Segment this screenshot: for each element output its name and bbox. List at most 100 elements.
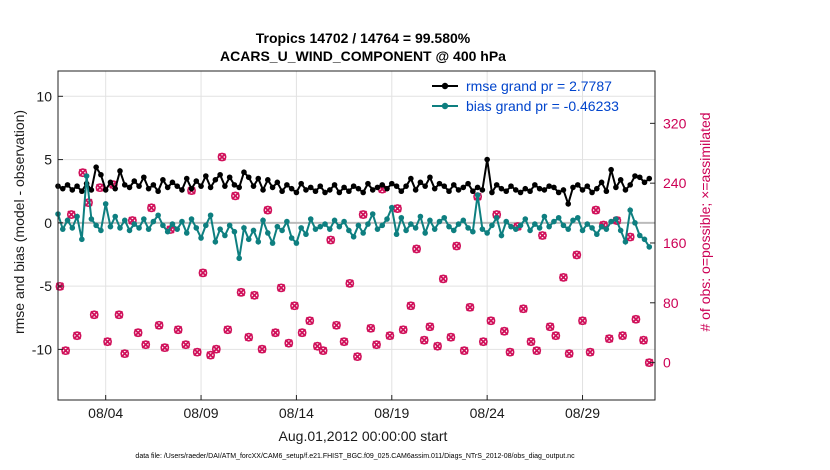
obs-possible-point [559, 272, 568, 282]
obs-possible-point [618, 331, 627, 341]
obs-assimilated-point [420, 336, 429, 345]
obs-assimilated-point [460, 346, 469, 355]
obs-assimilated-point [465, 303, 475, 312]
rmse-point [183, 175, 190, 182]
bias-point [274, 223, 281, 230]
rmse-point [570, 184, 576, 191]
x-tick-label: 08/09 [184, 405, 219, 421]
obs-possible-point [345, 278, 355, 288]
obs-assimilated-point [639, 336, 648, 345]
bias-point [417, 213, 424, 220]
obs-possible-point [419, 335, 429, 345]
x-tick-label: 08/24 [470, 405, 505, 421]
bias-point [317, 223, 324, 230]
obs-possible-point [103, 337, 112, 347]
obs-assimilated-point [591, 206, 600, 215]
bias-point [179, 218, 185, 225]
rmse-point [608, 166, 614, 173]
obs-possible-point [452, 241, 462, 251]
bias-point [155, 212, 161, 219]
obs-assimilated-point [217, 152, 227, 162]
rmse-point [203, 173, 209, 179]
rmse-point [131, 178, 138, 184]
rmse-point [417, 179, 424, 186]
bias-point [565, 226, 572, 232]
obs-assimilated-point [263, 206, 272, 215]
obs-assimilated-point [298, 328, 307, 337]
obs-possible-point [604, 334, 614, 344]
obs-assimilated-point [193, 348, 202, 357]
rmse-point [365, 180, 371, 187]
bias-point [646, 244, 653, 250]
obs-possible-point [398, 325, 408, 335]
bias-point [226, 222, 233, 229]
rmse-point [431, 185, 438, 192]
rmse-point [265, 177, 271, 183]
bias-point [326, 226, 333, 232]
bias-point [446, 223, 452, 230]
bias-point [222, 232, 228, 239]
rmse-point [155, 188, 161, 195]
rmse-point [117, 168, 123, 174]
rmse-point [121, 182, 128, 188]
y-right-tick-label: 160 [663, 235, 687, 251]
obs-possible-point [223, 325, 233, 335]
rmse-point [574, 182, 581, 188]
obs-assimilated-point [212, 345, 221, 354]
bias-point [79, 236, 85, 243]
rmse-point [594, 185, 600, 192]
rmse-point [69, 187, 76, 193]
obs-possible-point [305, 316, 315, 326]
bias-point [284, 218, 290, 225]
rmse-point [212, 177, 219, 183]
rmse-point [188, 185, 195, 192]
bias-point [188, 216, 195, 222]
rmse-point [79, 188, 85, 195]
rmse-point [489, 189, 495, 196]
obs-possible-point [505, 347, 515, 357]
obs-assimilated-point [359, 210, 368, 219]
bias-point [74, 213, 80, 220]
obs-possible-point [585, 347, 595, 357]
bias-point [379, 222, 386, 229]
obs-assimilated-point [452, 241, 461, 251]
obs-possible-point [284, 338, 294, 348]
chart-title-line1: Tropics 14702 / 14764 = 99.580% [256, 30, 471, 46]
obs-assimilated-point [326, 235, 335, 245]
obs-possible-point [433, 341, 442, 351]
obs-assimilated-point [385, 331, 394, 340]
bias-point [632, 220, 638, 226]
rmse-point [474, 184, 481, 191]
bias-point [474, 192, 481, 198]
bias-point [613, 216, 619, 222]
bias-point [536, 225, 543, 231]
rmse-point [632, 173, 638, 179]
obs-possible-point [290, 301, 299, 311]
obs-assimilated-point [147, 203, 156, 212]
obs-assimilated-point [446, 333, 455, 342]
obs-assimilated-point [631, 315, 640, 324]
obs-possible-point [55, 281, 65, 291]
obs-assimilated-point [618, 331, 627, 340]
obs-assimilated-point [519, 304, 528, 313]
bias-point [369, 211, 376, 217]
obs-possible-point [181, 340, 191, 350]
rmse-point [160, 177, 166, 183]
bias-point [460, 217, 467, 224]
obs-assimilated-point [271, 328, 280, 337]
rmse-point [326, 187, 333, 193]
obs-assimilated-point [626, 232, 635, 242]
obs-assimilated-point [526, 337, 536, 346]
rmse-point [460, 184, 467, 191]
bias-point [231, 228, 238, 235]
bias-point [141, 216, 147, 222]
rmse-point [236, 184, 242, 191]
obs-assimilated-point [305, 316, 314, 325]
obs-possible-point [551, 331, 561, 341]
legend-rmse-label: rmse grand pr = 2.7787 [466, 78, 612, 94]
rmse-point [398, 188, 405, 195]
rmse-point [503, 188, 510, 195]
obs-possible-point [526, 337, 536, 347]
bias-point [131, 221, 138, 227]
y-left-tick-label: -10 [32, 341, 52, 357]
